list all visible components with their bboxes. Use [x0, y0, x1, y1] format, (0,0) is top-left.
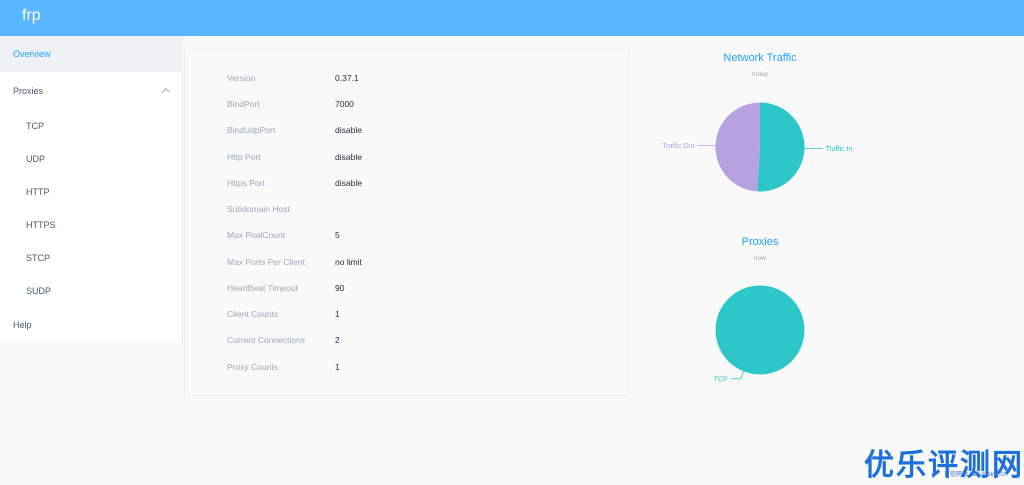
pie-label-tcp: TCP	[714, 376, 728, 383]
info-value: 1	[335, 309, 340, 319]
sidebar-item-udp[interactable]: UDP	[0, 142, 183, 175]
top-header: frp	[0, 0, 1024, 36]
info-label: Max PoolCount	[227, 230, 286, 240]
info-label: Https Port	[227, 178, 265, 188]
sidebar-item-label: Proxies	[13, 85, 44, 96]
sidebar-item-proxies[interactable]: Proxies	[0, 74, 183, 107]
info-value: disable	[335, 152, 362, 162]
sidebar-item-sudp[interactable]: SUDP	[0, 274, 183, 307]
info-value: no limit	[335, 257, 362, 267]
info-value: 2	[335, 335, 340, 345]
pie-label-traffic-in: Traffic In	[825, 146, 852, 153]
app-title: frp	[22, 7, 41, 24]
info-value: disable	[335, 178, 362, 188]
info-value: 90	[335, 283, 345, 293]
info-value: 1	[335, 362, 340, 372]
server-info-card: Version 0.37.1 BindPort 7000 BindUdpPort…	[184, 49, 629, 396]
sidebar-item-stcp[interactable]: STCP	[0, 241, 183, 274]
sidebar-item-label: STCP	[26, 252, 51, 263]
info-label: Http Port	[227, 152, 261, 162]
info-value: 0.37.1	[335, 73, 359, 83]
sidebar-item-https[interactable]: HTTPS	[0, 208, 183, 241]
traffic-pie-chart: Traffic In Traffic Out	[662, 102, 852, 192]
sidebar-item-label: HTTP	[26, 186, 50, 197]
sidebar-item-help[interactable]: Help	[0, 307, 183, 342]
info-label: BindPort	[227, 99, 260, 109]
pie-label-line-tcp	[730, 371, 744, 380]
pie-slice-traffic-out[interactable]	[715, 102, 760, 192]
sidebar-item-label: Help	[13, 319, 32, 330]
watermark-logo: 优乐评测网	[864, 448, 1024, 483]
sidebar-item-label: TCP	[26, 120, 44, 131]
pie-slice-tcp[interactable]	[715, 285, 805, 375]
sidebar-item-label: HTTPS	[26, 219, 56, 230]
info-label: Current Connections	[227, 335, 305, 345]
info-label: Version	[227, 73, 256, 83]
info-label: Client Counts	[227, 309, 279, 319]
info-value: disable	[335, 125, 362, 135]
proxies-chart-subtitle: now	[754, 255, 766, 262]
pie-label-traffic-out: Traffic Out	[662, 143, 694, 150]
proxies-chart-title: Proxies	[741, 236, 779, 248]
info-label: Proxy Counts	[227, 362, 279, 372]
sidebar-item-tcp[interactable]: TCP	[0, 109, 183, 142]
info-label: HeartBeat Timeout	[227, 283, 298, 293]
sidebar-item-http[interactable]: HTTP	[0, 175, 183, 208]
watermark-url: 可信网站 taolulublog.cn	[944, 472, 1007, 478]
pie-slice-traffic-in[interactable]	[757, 102, 805, 192]
info-label: Max Ports Per Client	[227, 257, 305, 267]
info-label: BindUdpPort	[227, 125, 276, 135]
sidebar: Overview Proxies TCP UDP HTTP HTTPS STCP…	[0, 36, 183, 343]
info-label: Subdomain Host	[227, 204, 290, 214]
sidebar-item-label: Overview	[13, 49, 51, 59]
traffic-chart-title: Network Traffic	[723, 52, 797, 64]
traffic-chart-subtitle: today	[752, 71, 768, 78]
info-value: 5	[335, 230, 340, 240]
chevron-up-icon	[161, 87, 171, 96]
info-value: 7000	[335, 99, 354, 109]
proxies-pie-chart: TCP	[714, 285, 805, 383]
sidebar-item-label: SUDP	[26, 285, 52, 296]
sidebar-item-overview[interactable]: Overview	[0, 36, 183, 72]
sidebar-item-label: UDP	[26, 153, 46, 164]
